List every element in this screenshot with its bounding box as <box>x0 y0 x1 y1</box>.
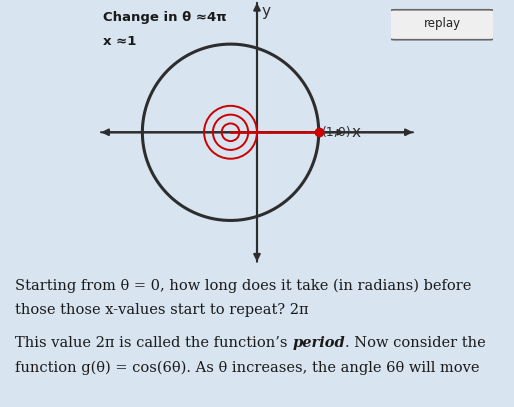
Text: those those x-values start to repeat? 2π: those those x-values start to repeat? 2π <box>15 303 309 317</box>
Text: replay: replay <box>424 17 461 30</box>
Text: y: y <box>262 4 270 19</box>
Text: period: period <box>292 336 345 350</box>
Text: function g(θ) = cos(6θ). As θ increases, the angle 6θ will move: function g(θ) = cos(6θ). As θ increases,… <box>15 360 480 374</box>
Text: Starting from θ = 0, how long does it take (in radians) before: Starting from θ = 0, how long does it ta… <box>15 279 472 293</box>
Text: (1,0): (1,0) <box>322 126 352 139</box>
FancyBboxPatch shape <box>390 10 494 40</box>
Text: x: x <box>352 125 360 140</box>
Text: . Now consider the: . Now consider the <box>345 336 486 350</box>
Text: This value 2π is called the function’s: This value 2π is called the function’s <box>15 336 292 350</box>
Text: x ≈1: x ≈1 <box>103 35 136 48</box>
Text: Change in θ ≈4π: Change in θ ≈4π <box>103 11 226 24</box>
